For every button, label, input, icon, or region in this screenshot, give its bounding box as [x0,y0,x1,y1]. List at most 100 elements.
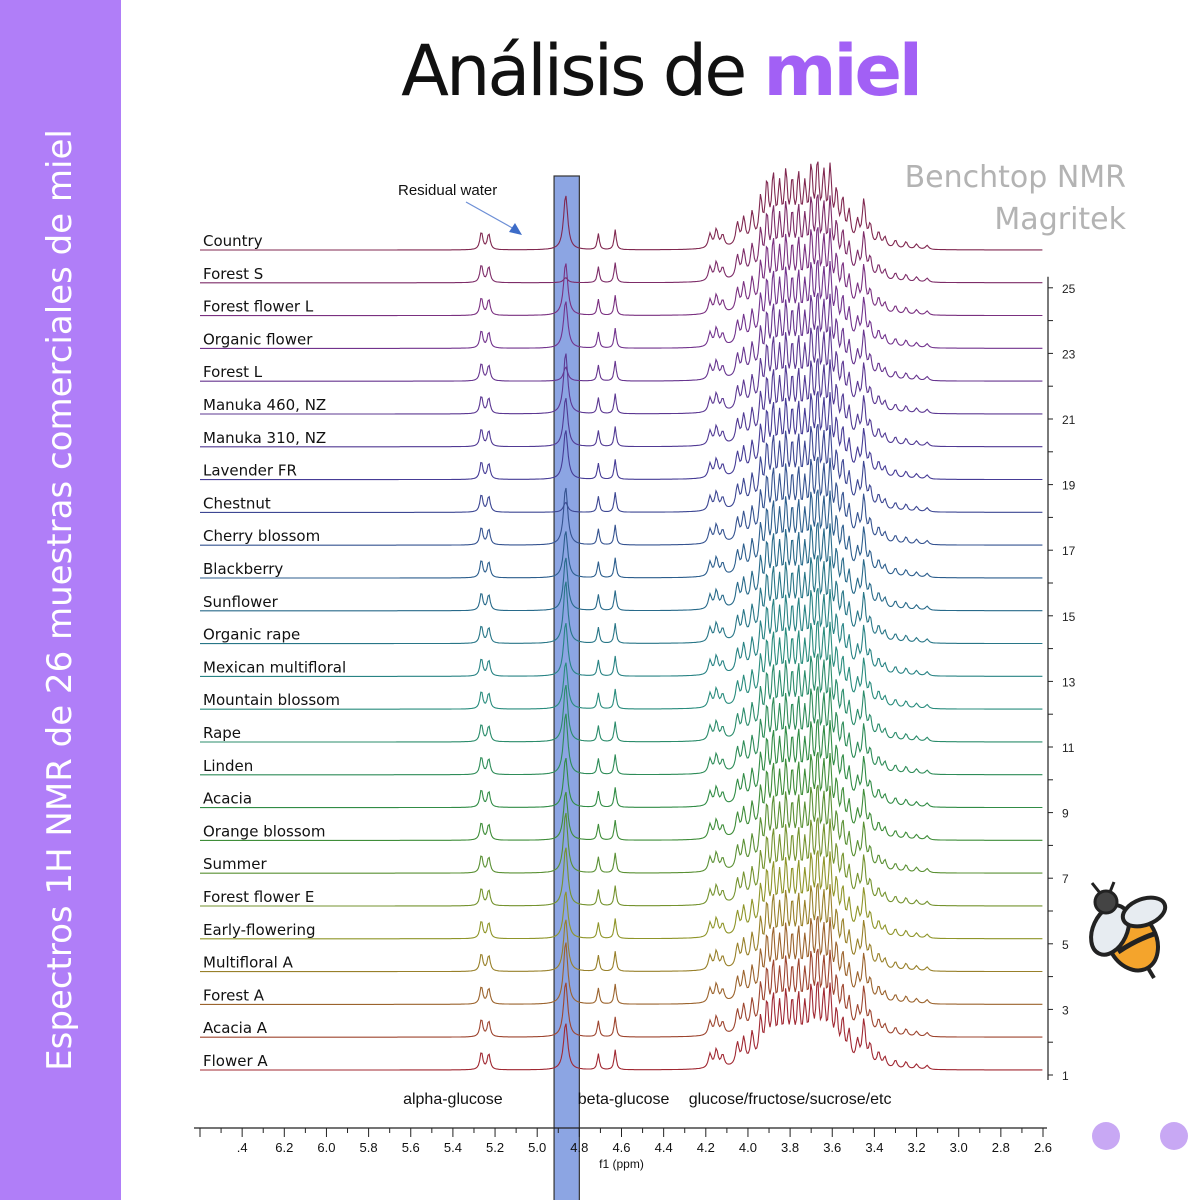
series-label: Chestnut [203,494,271,512]
spectrum-trace [200,850,1043,940]
series-label: Multifloral A [203,954,294,972]
series-label: Mountain blossom [203,691,340,709]
x-tick-label: 4.6 [612,1140,630,1155]
index-axis-label: 3 [1062,1003,1069,1017]
spectrum-trace [200,391,1043,481]
index-axis-label: 1 [1062,1069,1069,1083]
annotation-label: Residual water [398,182,497,199]
spectrum-trace [200,653,1043,743]
spectrum-trace [200,423,1043,513]
series-label: Organic flower [203,330,313,348]
series-label: Summer [203,855,267,873]
x-tick-label: 6.2 [275,1140,293,1155]
series-label: Acacia [203,790,252,808]
spectrum-trace [200,194,1043,284]
series-label: Forest L [203,363,263,381]
index-axis-label: 23 [1062,347,1076,361]
page-dot-2[interactable] [1160,1122,1188,1150]
series-label: Organic rape [203,626,300,644]
spectrum-trace [200,325,1043,415]
index-axis-label: 25 [1062,282,1076,296]
annotation-arrow-head [509,223,522,235]
index-axis-label: 9 [1062,807,1069,821]
x-tick-label: 3.4 [865,1140,883,1155]
series-label: Forest flower L [203,298,314,316]
x-tick-label: 5.4 [444,1140,462,1155]
spectrum-trace [200,948,1043,1038]
spectrum-trace [200,259,1043,349]
bee-icon [1089,881,1168,980]
spectrum-trace [200,981,1043,1071]
series-label: Forest S [203,265,263,283]
series-label: Blackberry [203,560,283,578]
x-tick-label: 3.8 [781,1140,799,1155]
series-label: Manuka 310, NZ [203,429,326,447]
x-tick-label: 6.0 [317,1140,335,1155]
brand-line-2: Magritek [994,202,1126,237]
series-label: Sunflower [203,593,279,611]
index-axis-label: 11 [1062,741,1075,755]
spectrum-trace [200,784,1043,874]
x-tick-label: 5.2 [486,1140,504,1155]
page-title: Análisis de miel [121,30,1200,112]
region-label: beta-glucose [578,1091,670,1108]
spectrum-trace [200,161,1043,251]
spectrum-trace [200,686,1043,776]
spectrum-trace [200,883,1043,973]
series-label: Early-flowering [203,921,316,939]
index-axis-label: 19 [1062,479,1076,493]
x-tick-label: 5.8 [360,1140,378,1155]
series-label: Linden [203,757,253,775]
x-tick-label: 3.0 [950,1140,968,1155]
spectrum-trace [200,456,1043,546]
series-label: Country [203,232,263,250]
region-label: alpha-glucose [403,1091,503,1108]
spectrum-trace [200,817,1043,907]
x-tick-label: 5.0 [528,1140,546,1155]
x-tick-label: 4.2 [697,1140,715,1155]
index-axis-label: 17 [1062,544,1076,558]
series-label: Rape [203,724,241,742]
x-tick-label: 4.4 [655,1140,673,1155]
index-axis-label: 5 [1062,938,1069,952]
x-tick-label: 5.6 [402,1140,420,1155]
x-tick-label: 3.2 [908,1140,926,1155]
series-label: Orange blossom [203,822,325,840]
index-axis-label: 21 [1062,413,1076,427]
series-label: Mexican multifloral [203,658,346,676]
title-accent: miel [763,30,923,112]
spectrum-trace [200,227,1043,317]
series-label: Cherry blossom [203,527,320,545]
spectrum-trace [200,292,1043,382]
series-label: Lavender FR [203,462,297,480]
x-tick-label: 3.6 [823,1140,841,1155]
sidebar: Espectros 1H NMR de 26 muestras comercia… [0,0,121,1200]
annotation-arrow-line [465,201,517,231]
index-axis-label: 15 [1062,610,1076,624]
spectrum-trace [200,555,1043,645]
series-label: Acacia A [203,1019,268,1037]
x-tick-label: 2.6 [1034,1140,1052,1155]
series-label: Forest flower E [203,888,314,906]
x-axis-title: f1 (ppm) [599,1157,644,1171]
index-axis-label: 7 [1062,872,1069,886]
spectrum-trace [200,489,1043,579]
brand-line-1: Benchtop NMR [904,160,1126,195]
x-tick-label: 2.8 [992,1140,1010,1155]
spectrum-trace [200,751,1043,841]
spectrum-trace [200,620,1043,710]
spectrum-trace [200,358,1043,448]
title-main: Análisis de [401,30,764,112]
spectrum-trace [200,587,1043,677]
x-tick-label: 4.0 [739,1140,757,1155]
index-axis-label: 13 [1062,675,1076,689]
region-label: glucose/fructose/sucrose/etc [689,1091,892,1108]
series-label: Forest A [203,986,265,1004]
page-dot-1[interactable] [1092,1122,1120,1150]
x-tick-label: 4.8 [570,1140,588,1155]
x-tick-label: .4 [237,1140,248,1155]
spectrum-trace [200,915,1043,1005]
series-label: Flower A [203,1052,268,1070]
spectrum-trace [200,719,1043,809]
series-label: Manuka 460, NZ [203,396,326,414]
